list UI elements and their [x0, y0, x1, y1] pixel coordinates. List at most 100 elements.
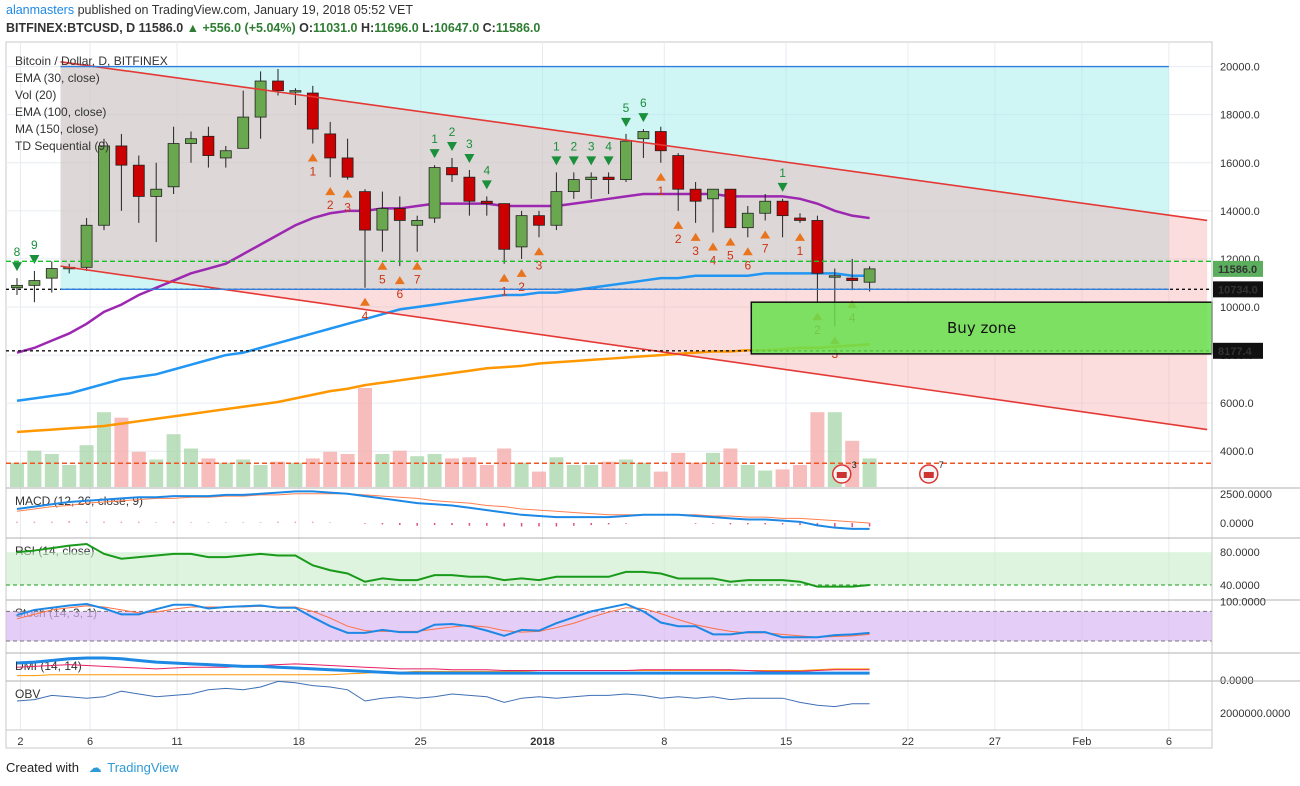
volume-bar [184, 448, 198, 487]
tradingview-logo-icon[interactable]: ☁ [88, 760, 102, 775]
volume-bar [323, 451, 338, 487]
legend-symbol: Bitcoin / Dollar, D, BITFINEX [15, 54, 168, 68]
candle [498, 203, 511, 264]
rsi-pane-tick: 80.0000 [1220, 547, 1260, 559]
volume-bar [218, 462, 233, 487]
td-sell-count: 3 [588, 139, 595, 153]
td-buy-count: 1 [797, 244, 804, 258]
td-buy-arrow [377, 261, 388, 270]
volume-bar [601, 461, 616, 487]
rsi-band [6, 552, 1212, 585]
x-tick-label: 22 [902, 736, 914, 748]
low-label: L: [422, 21, 434, 35]
td-sell-arrow [481, 180, 492, 190]
td-sell-count: 1 [431, 132, 438, 146]
y-tick-label: 16000.0 [1220, 158, 1260, 170]
volume-bar [758, 470, 773, 487]
buy-zone-label: Buy zone [947, 319, 1016, 337]
td-buy-count: 6 [744, 258, 751, 272]
td-buy-count: 7 [762, 241, 769, 255]
x-tick-label: 15 [780, 736, 792, 748]
close-label: C: [482, 21, 496, 35]
td-buy-arrow [795, 232, 805, 241]
td-buy-arrow [760, 230, 771, 239]
candle [167, 126, 180, 195]
volume-bar [671, 452, 686, 487]
event-count: 7 [939, 460, 944, 470]
td-sell-count: 8 [14, 245, 21, 259]
candle [289, 88, 302, 106]
rsi-pane-tick: 40.0000 [1220, 580, 1260, 592]
price-change: +556.0 (+5.04%) [202, 21, 296, 35]
volume-bar [62, 465, 77, 487]
candle-body [341, 157, 354, 178]
volume-bar [514, 462, 529, 487]
author-link[interactable]: alanmasters [6, 3, 75, 17]
candle-body [724, 188, 737, 229]
candle-body [80, 224, 93, 268]
stoch-k-line [16, 602, 870, 639]
td-buy-arrow [673, 220, 684, 229]
legend-ema100: EMA (100, close) [15, 105, 106, 119]
stoch-band [6, 611, 1212, 641]
macd-pane-tick: 2500.0000 [1220, 489, 1272, 501]
td-buy-count: 1 [309, 165, 316, 179]
candle-body [846, 277, 859, 281]
td-buy-count: 2 [327, 198, 334, 212]
td-sell-count: 2 [449, 125, 456, 139]
td-buy-count: 5 [727, 249, 734, 263]
candle-body [550, 191, 563, 226]
candle-body [98, 145, 110, 226]
volume-bar [79, 445, 94, 487]
td-buy-count: 4 [710, 253, 717, 267]
tradingview-link[interactable]: TradingView [107, 760, 179, 775]
candle-body [463, 176, 476, 202]
candle-body [272, 80, 284, 92]
price-tag: 11586.0 [1218, 264, 1257, 276]
candle-body [828, 275, 841, 278]
candle [45, 261, 58, 293]
td-buy-count: 3 [692, 244, 699, 258]
x-tick-label: 27 [989, 736, 1001, 748]
candle-body [567, 179, 580, 193]
low-value: 10647.0 [433, 21, 480, 35]
candle [115, 133, 128, 211]
candle [637, 129, 650, 158]
publish-header: alanmasters published on TradingView.com… [6, 3, 413, 17]
x-tick-label: 8 [661, 736, 667, 748]
candle [759, 194, 772, 221]
x-tick-label: 25 [415, 736, 427, 748]
candle-body [28, 280, 41, 286]
candle-body [306, 92, 319, 130]
volume-bar [723, 448, 738, 487]
publish-info: published on TradingView.com, January 19… [77, 3, 413, 17]
volume-bar [271, 461, 285, 487]
legend: Bitcoin / Dollar, D, BITFINEX EMA (30, c… [15, 54, 168, 153]
candle-body [428, 167, 441, 219]
drawing-overlay: Buy zone 3 7 [6, 60, 1213, 484]
stoch-d-line [16, 605, 870, 638]
td-buy-count: 2 [518, 280, 525, 294]
td-buy-arrow [690, 232, 701, 241]
td-sell-arrow [464, 153, 475, 163]
volume-bar [149, 459, 164, 487]
candle [428, 165, 441, 223]
y-tick-label: 6000.0 [1220, 398, 1254, 410]
x-tick-label: Feb [1072, 736, 1091, 748]
td-buy-arrow [516, 268, 527, 277]
td-buy-arrow [742, 247, 753, 256]
volume-bar [340, 454, 355, 487]
candles[interactable] [11, 69, 876, 327]
buy-zone [750, 301, 1213, 355]
candle-body [863, 268, 876, 283]
td-buy-arrow [394, 276, 405, 285]
td-sell-arrow [29, 254, 40, 264]
candle-body [393, 208, 406, 221]
candle [724, 188, 737, 229]
volume-bar [10, 462, 24, 487]
td-buy-count: 1 [501, 285, 508, 299]
td-sell-arrow [603, 156, 614, 166]
axes: 4000.06000.08000.010000.012000.014000.01… [6, 42, 1263, 748]
candle [359, 189, 371, 288]
